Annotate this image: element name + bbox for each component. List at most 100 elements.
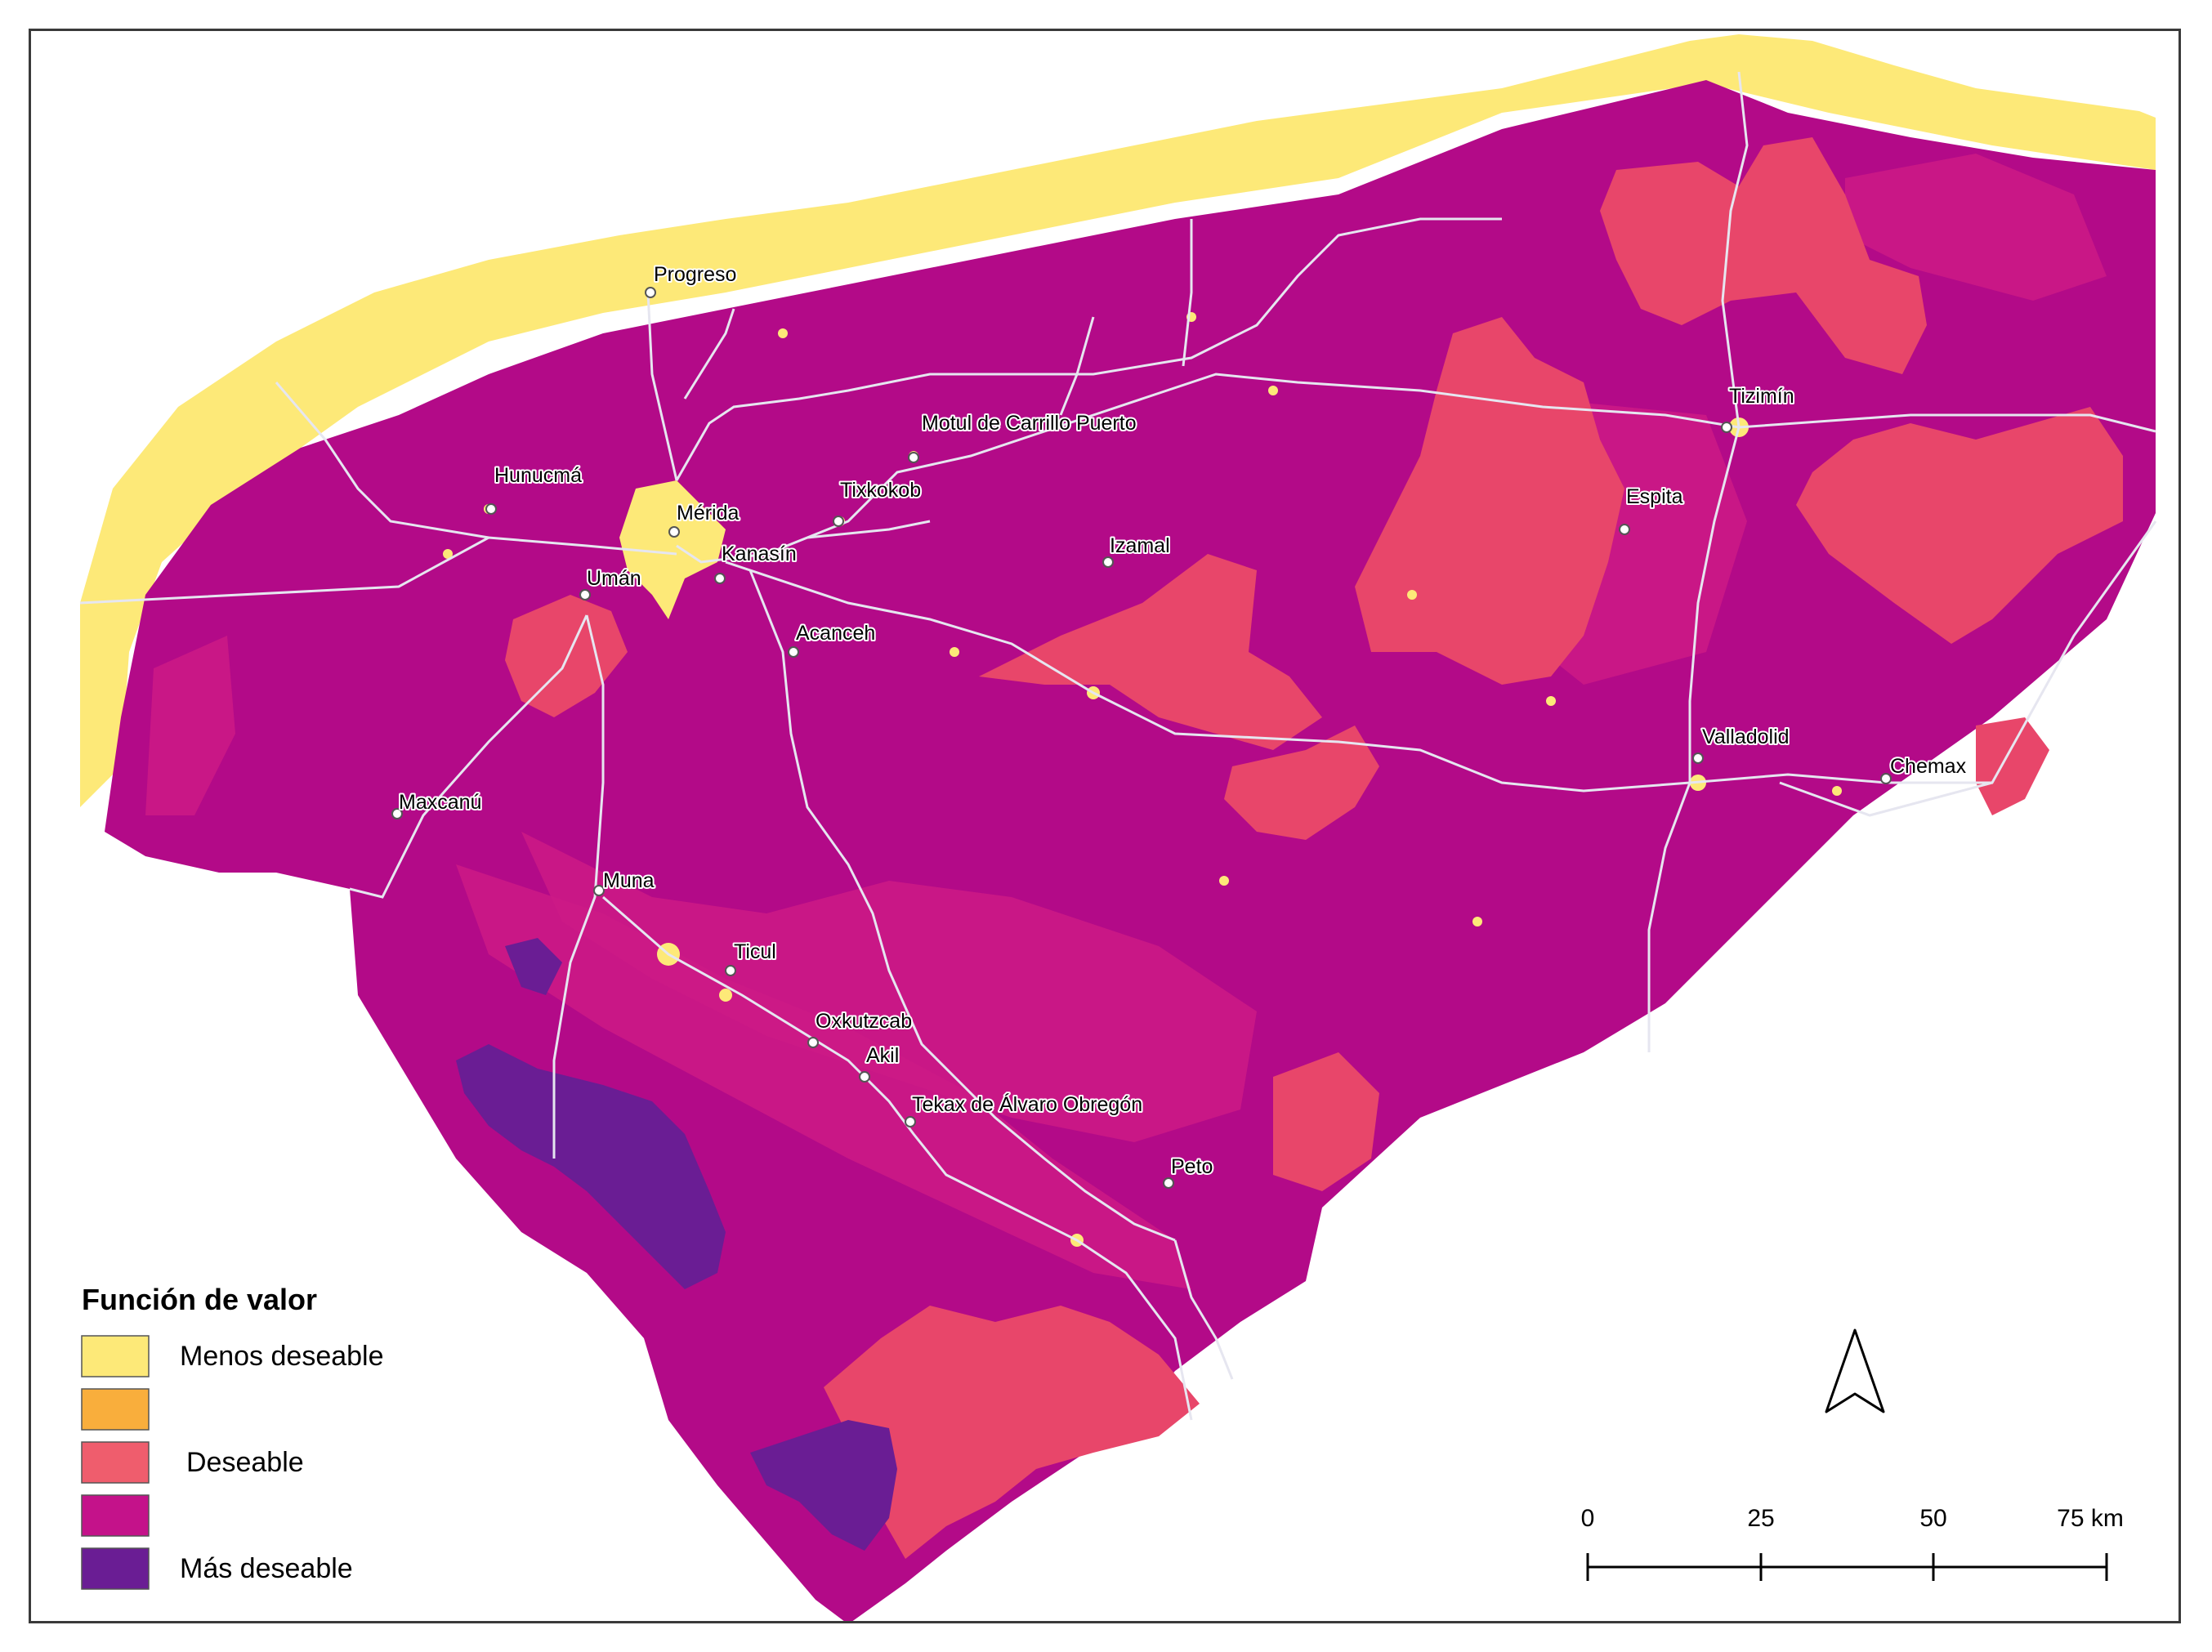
town-spot bbox=[1472, 917, 1482, 926]
legend-swatch-deseable bbox=[81, 1441, 150, 1484]
road bbox=[275, 382, 489, 539]
city-labels: Progreso Motul de Carrillo Puerto Tizimí… bbox=[397, 261, 1968, 1180]
coastal-strip-menos-deseable bbox=[80, 34, 2156, 807]
town-spot bbox=[1268, 386, 1278, 395]
zone-deseable-8 bbox=[1976, 717, 2049, 815]
city-marker-maxcanu bbox=[391, 808, 403, 819]
town-spot bbox=[1832, 786, 1842, 796]
city-marker-tizimin bbox=[1721, 422, 1732, 433]
city-marker-valladolid bbox=[1692, 752, 1704, 764]
city-label-tekax: Tekax de Álvaro Obregón bbox=[912, 1092, 1142, 1116]
city-label-maxcanu: Maxcanú bbox=[399, 791, 481, 814]
road bbox=[646, 292, 678, 481]
merida-urban-area bbox=[619, 480, 726, 619]
city-label-tixkokob: Tixkokob bbox=[840, 479, 921, 502]
road bbox=[1182, 219, 1193, 367]
town-spot bbox=[443, 549, 453, 559]
city-label-valladolid: Valladolid bbox=[1702, 726, 1790, 748]
city-label-izamal: Izamal bbox=[1110, 534, 1170, 557]
city-marker-muna bbox=[593, 885, 605, 896]
city-marker-oxkutzcab bbox=[807, 1037, 819, 1048]
zone-magenta-light-4 bbox=[145, 636, 235, 815]
city-label-kanasin: Kanasín bbox=[722, 542, 797, 565]
map-frame: Progreso Motul de Carrillo Puerto Tizimí… bbox=[29, 29, 2181, 1623]
city-marker-motul bbox=[908, 452, 919, 463]
city-marker-izamal bbox=[1102, 556, 1114, 568]
city-label-hunucma: Hunucmá bbox=[494, 464, 582, 487]
zone-magenta-light-3 bbox=[1845, 154, 2107, 301]
city-label-tizimin: Tizimín bbox=[1729, 385, 1794, 408]
town-spot bbox=[950, 647, 959, 657]
city-label-chemax: Chemax bbox=[1890, 755, 1967, 778]
legend-swatch-menos-deseable bbox=[81, 1335, 150, 1377]
city-marker-merida bbox=[668, 526, 680, 538]
road bbox=[1059, 316, 1095, 416]
road bbox=[807, 520, 931, 539]
zone-mas-deseable-2 bbox=[505, 938, 562, 995]
legend-label-deseable: Deseable bbox=[186, 1447, 304, 1478]
road-network bbox=[79, 71, 2157, 1421]
city-marker-uman bbox=[579, 589, 591, 601]
north-arrow-shape bbox=[1825, 1328, 1885, 1413]
city-marker-ticul bbox=[725, 965, 736, 976]
city-marker-peto bbox=[1163, 1177, 1174, 1189]
city-label-espita: Espita bbox=[1626, 485, 1683, 508]
city-marker-acanceh bbox=[788, 646, 799, 658]
city-label-acanceh: Acanceh bbox=[796, 622, 875, 645]
map-canvas: Progreso Motul de Carrillo Puerto Tizimí… bbox=[79, 34, 2157, 1621]
road bbox=[971, 217, 1502, 376]
city-markers bbox=[391, 287, 1892, 1189]
road bbox=[602, 895, 1193, 1421]
zone-mas-deseable-1 bbox=[456, 1044, 726, 1289]
road bbox=[725, 520, 2157, 793]
city-marker-progreso bbox=[645, 287, 656, 298]
legend: Función de valor Menos deseable Deseable… bbox=[81, 1283, 384, 1590]
city-label-akil: Akil bbox=[866, 1044, 899, 1067]
road bbox=[1779, 781, 1993, 817]
road bbox=[675, 373, 971, 481]
road bbox=[1647, 71, 1749, 1052]
city-label-ticul: Ticul bbox=[734, 940, 776, 963]
legend-swatch-naranja bbox=[81, 1388, 150, 1431]
zone-deseable-1 bbox=[1600, 137, 1927, 374]
town-spot bbox=[1407, 590, 1417, 600]
road bbox=[349, 614, 588, 899]
city-label-merida: Mérida bbox=[677, 502, 740, 525]
city-marker-chemax bbox=[1880, 773, 1892, 784]
legend-swatch-magenta bbox=[81, 1494, 150, 1537]
city-label-oxkutzcab: Oxkutzcab bbox=[816, 1010, 912, 1033]
city-marker-kanasin bbox=[714, 573, 726, 584]
zone-mas-deseable-3 bbox=[750, 1420, 897, 1551]
city-marker-akil bbox=[859, 1071, 870, 1083]
scale-label-0: 0 bbox=[1581, 1505, 1595, 1532]
town-spot bbox=[719, 989, 732, 1002]
city-label-peto: Peto bbox=[1171, 1155, 1213, 1178]
road bbox=[683, 308, 735, 400]
legend-title: Función de valor bbox=[82, 1283, 317, 1316]
zone-deseable-9 bbox=[1273, 1052, 1379, 1191]
city-marker-tekax bbox=[905, 1116, 916, 1127]
road bbox=[1173, 1239, 1234, 1380]
city-label-muna: Muna bbox=[603, 869, 655, 892]
legend-swatch-mas-deseable bbox=[81, 1547, 150, 1590]
city-label-progreso: Progreso bbox=[654, 263, 736, 286]
scale-label-75km: 75 km bbox=[2057, 1505, 2124, 1532]
road bbox=[552, 614, 605, 1159]
scale-label-25: 25 bbox=[1747, 1505, 1774, 1532]
zone-deseable-3 bbox=[1796, 407, 2123, 644]
zone-deseable-7 bbox=[824, 1306, 1200, 1559]
town-spot bbox=[778, 328, 788, 338]
city-marker-espita bbox=[1619, 524, 1630, 535]
city-marker-hunucma bbox=[485, 503, 497, 515]
zone-magenta-light bbox=[521, 832, 1257, 1142]
scale-bar: 0 25 50 75 km bbox=[1581, 1505, 2124, 1581]
city-marker-tixkokob bbox=[833, 516, 844, 527]
scale-label-50: 50 bbox=[1919, 1505, 1946, 1532]
city-label-motul: Motul de Carrillo Puerto bbox=[922, 412, 1137, 435]
city-label-uman: Umán bbox=[587, 567, 641, 590]
zone-deseable-6 bbox=[505, 595, 628, 717]
town-spot bbox=[1219, 876, 1229, 886]
zone-deseable-5 bbox=[1224, 726, 1379, 840]
road bbox=[749, 569, 1176, 1242]
north-arrow-icon bbox=[1825, 1328, 1885, 1413]
